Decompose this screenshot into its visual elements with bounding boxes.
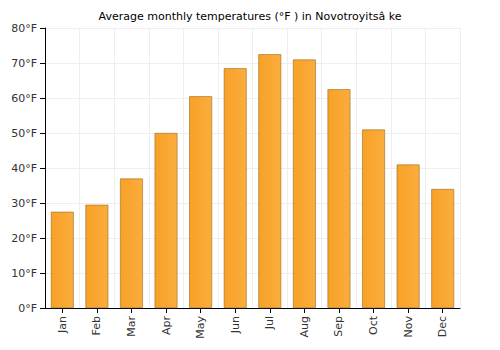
svg-text:20°F: 20°F (11, 232, 37, 245)
svg-text:Aug: Aug (298, 316, 311, 337)
svg-text:May: May (194, 316, 207, 339)
svg-text:Oct: Oct (367, 315, 380, 335)
svg-text:Dec: Dec (436, 316, 449, 337)
svg-text:50°F: 50°F (11, 127, 37, 140)
svg-text:Jul: Jul (263, 316, 276, 330)
svg-text:Mar: Mar (125, 316, 138, 337)
svg-text:Jun: Jun (229, 316, 242, 334)
svg-text:Sep: Sep (332, 316, 345, 337)
svg-text:0°F: 0°F (18, 302, 37, 315)
svg-text:40°F: 40°F (11, 162, 37, 175)
svg-text:Average monthly temperatures (: Average monthly temperatures (°F ) in No… (99, 10, 402, 23)
svg-text:70°F: 70°F (11, 57, 37, 70)
svg-text:Apr: Apr (160, 316, 173, 336)
svg-text:10°F: 10°F (11, 267, 37, 280)
svg-text:Jan: Jan (56, 316, 69, 334)
svg-text:80°F: 80°F (11, 22, 37, 35)
svg-text:30°F: 30°F (11, 197, 37, 210)
svg-text:Feb: Feb (90, 316, 103, 335)
svg-text:Nov: Nov (402, 316, 415, 338)
svg-text:60°F: 60°F (11, 92, 37, 105)
